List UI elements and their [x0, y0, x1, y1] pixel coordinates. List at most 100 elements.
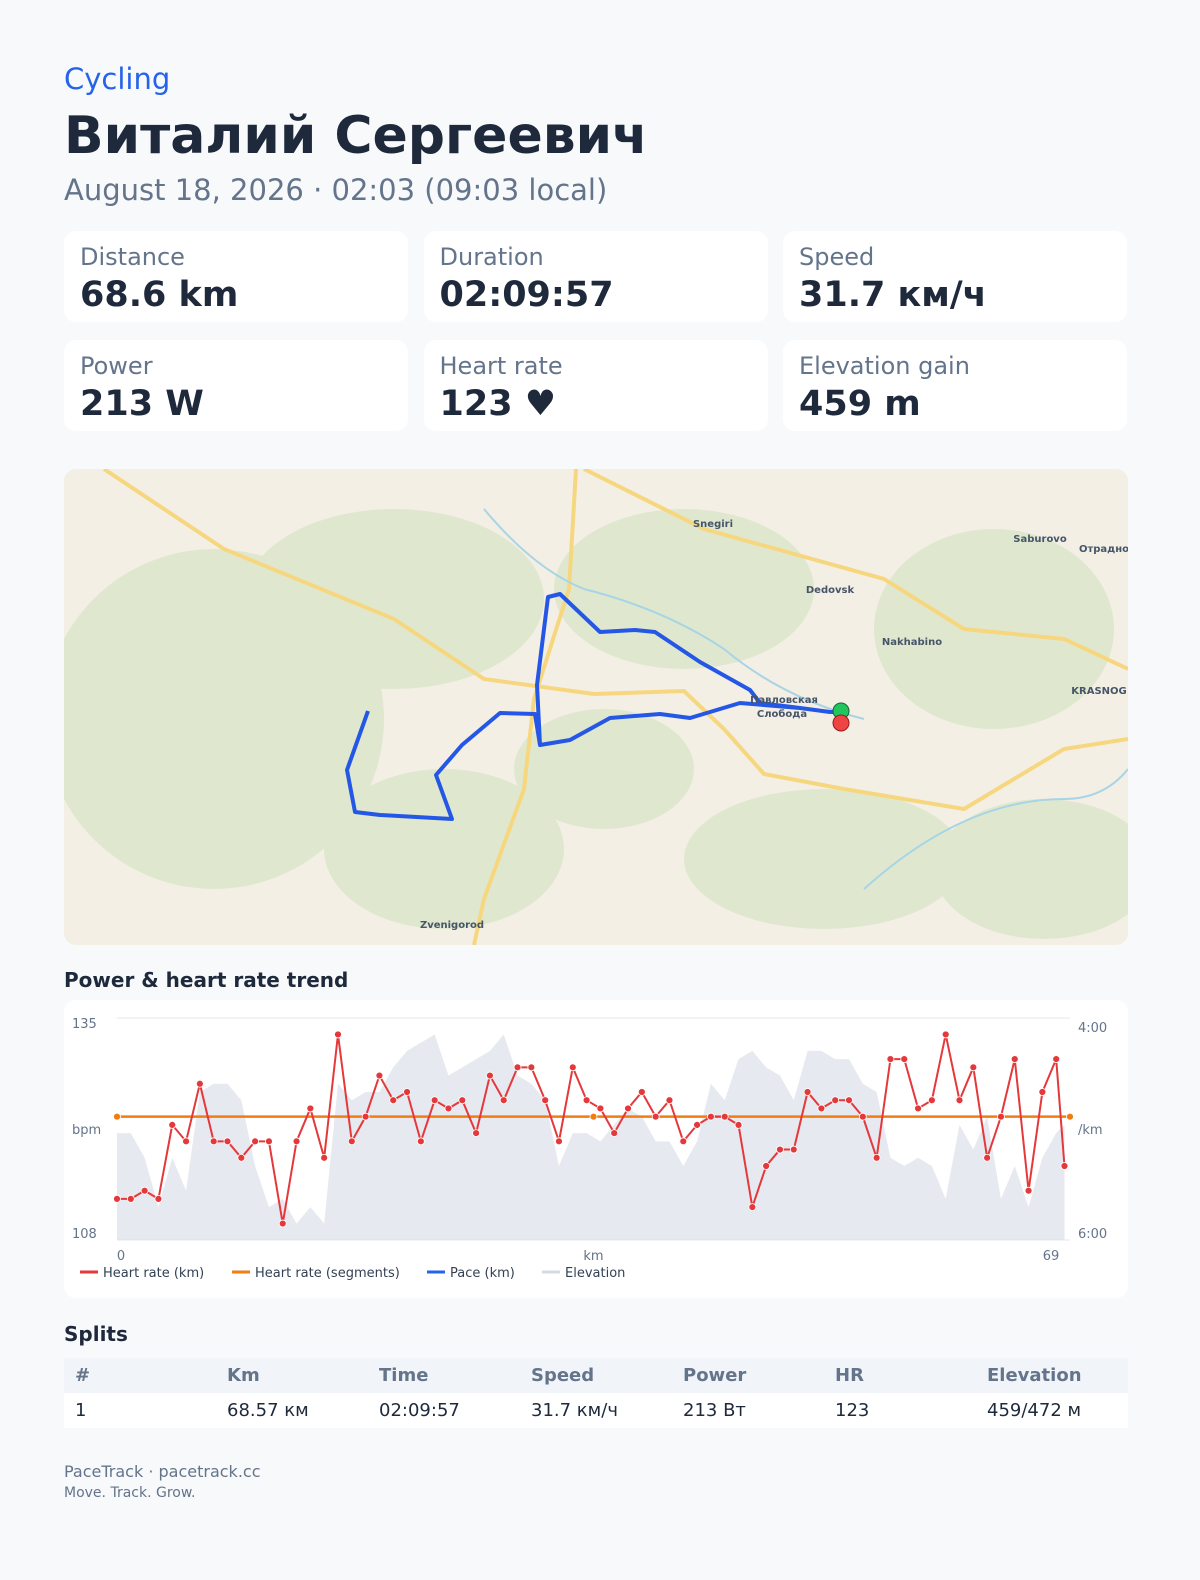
place-label: KRASNOG — [1071, 686, 1126, 697]
data-point — [665, 1096, 674, 1105]
data-point — [762, 1162, 771, 1170]
data-point — [361, 1112, 370, 1121]
data-point — [596, 1104, 605, 1113]
place-label: Dedovsk — [806, 585, 855, 596]
stat-value: 213 W — [80, 384, 204, 424]
data-point — [541, 1096, 550, 1105]
data-point — [113, 1112, 121, 1121]
stat-value: 02:09:57 — [439, 275, 614, 315]
column-header: Km — [216, 1358, 368, 1393]
place-label: Saburovo — [1013, 534, 1067, 545]
splits-table: # Km Time Speed Power HR Elevation 1 68.57 км 02:… — [64, 1358, 1128, 1428]
place-label: Zvenigorod — [420, 920, 484, 931]
y2-tick-label: 6:00 — [1078, 1227, 1107, 1242]
data-point — [237, 1153, 246, 1162]
data-point — [817, 1104, 826, 1113]
data-point — [320, 1153, 329, 1162]
data-point — [1066, 1112, 1074, 1121]
series-line — [117, 1034, 1066, 1224]
stat-label: Power — [80, 352, 153, 380]
y2-axis-label: /km — [1078, 1123, 1103, 1138]
column-header: Power — [672, 1358, 824, 1393]
data-point — [168, 1120, 177, 1129]
cell: 123 — [835, 1400, 870, 1421]
data-point — [679, 1137, 688, 1146]
stat-label: Speed — [799, 243, 875, 271]
map: Snegiri Saburovo Отрадно Dedovsk Nakhabi… — [64, 469, 1128, 945]
legend-label: Heart rate (segments) — [255, 1266, 400, 1281]
x-axis-label: km — [583, 1249, 603, 1264]
data-point — [334, 1030, 342, 1039]
place-label: Snegiri — [693, 519, 733, 530]
column-header: Speed — [520, 1358, 672, 1393]
data-point — [416, 1137, 425, 1146]
data-point — [154, 1194, 163, 1203]
data-point — [209, 1137, 218, 1146]
data-point — [555, 1137, 563, 1146]
footer-brand: PaceTrack · pacetrack.cc — [64, 1462, 261, 1481]
chart: 108 135 bpm 4:00 6:00/km 0 69 km Heart rate (km)… — [72, 1017, 1107, 1281]
data-point — [458, 1096, 467, 1105]
stat-card: Distance 68.6 km — [64, 231, 408, 322]
data-point — [886, 1055, 895, 1064]
data-point — [444, 1104, 453, 1113]
place-label: Отрадно — [1079, 544, 1128, 555]
data-point — [927, 1096, 936, 1105]
elevation-area — [117, 1034, 1065, 1240]
athlete-name: Виталий Сергеевич — [64, 106, 648, 166]
data-point — [955, 1096, 964, 1105]
split-row: 1 68.57 км 02:09:57 31.7 км/ч 213 Вт 123 459/4… — [64, 1393, 1128, 1428]
stat-label: Duration — [439, 243, 544, 271]
stat-value: 31.7 км/ч — [799, 275, 987, 315]
data-point — [182, 1137, 190, 1146]
map-labels: Snegiri Saburovo Отрадно Dedovsk Nakhabi… — [420, 519, 1128, 931]
route — [345, 592, 842, 821]
legend-label: Pace (km) — [450, 1266, 515, 1281]
legend-label: Elevation — [565, 1266, 625, 1281]
y-tick-label: 135 — [72, 1017, 97, 1032]
stat-label: Distance — [80, 243, 185, 271]
x-tick-label: 0 — [117, 1249, 125, 1264]
sport: Cycling — [64, 62, 171, 96]
data-point — [486, 1071, 494, 1080]
route-map[interactable]: Snegiri Saburovo Отрадно Dedovsk Nakhabi… — [64, 469, 1128, 945]
data-point — [941, 1030, 950, 1039]
data-point — [637, 1088, 646, 1096]
data-point — [278, 1219, 287, 1228]
data-point — [845, 1096, 853, 1105]
data-point — [776, 1145, 784, 1154]
data-point — [140, 1186, 149, 1195]
data-point — [347, 1137, 356, 1146]
data-point — [513, 1063, 522, 1072]
cell: 213 Вт — [683, 1400, 746, 1421]
data-point — [720, 1112, 729, 1121]
data-point — [610, 1129, 619, 1138]
data-point — [126, 1194, 135, 1203]
data-point — [375, 1071, 384, 1080]
chart-title: Power & heart rate trend — [64, 968, 349, 992]
data-point — [624, 1104, 632, 1113]
data-point — [969, 1063, 978, 1072]
stat-value: 123 ♥ — [439, 384, 557, 424]
data-point — [195, 1079, 204, 1088]
data-point — [900, 1055, 909, 1064]
column-header: HR — [824, 1358, 976, 1393]
data-point — [858, 1112, 867, 1121]
data-point — [651, 1112, 660, 1121]
data-point — [251, 1137, 260, 1146]
cell: 1 — [75, 1400, 87, 1421]
place-label: Слобода — [757, 708, 807, 720]
data-point — [1052, 1055, 1061, 1064]
header-row: # Km Time Speed Power HR Elevation — [64, 1358, 1128, 1393]
chart-card: 108 135 bpm 4:00 6:00/km 0 69 km Heart rate (km)… — [64, 1000, 1128, 1298]
stat-card: Heart rate 123 ♥ — [423, 340, 768, 431]
data-point — [113, 1194, 121, 1203]
data-point — [1024, 1186, 1033, 1195]
stat-card: Speed 31.7 км/ч — [783, 231, 1127, 322]
data-point — [472, 1129, 481, 1138]
table: # Km Time Speed Power HR Elevation 1 68.57 км 02:… — [64, 1358, 1128, 1428]
data-point — [831, 1096, 840, 1105]
rivers — [483, 508, 1128, 890]
cell: 68.57 км — [227, 1400, 309, 1421]
